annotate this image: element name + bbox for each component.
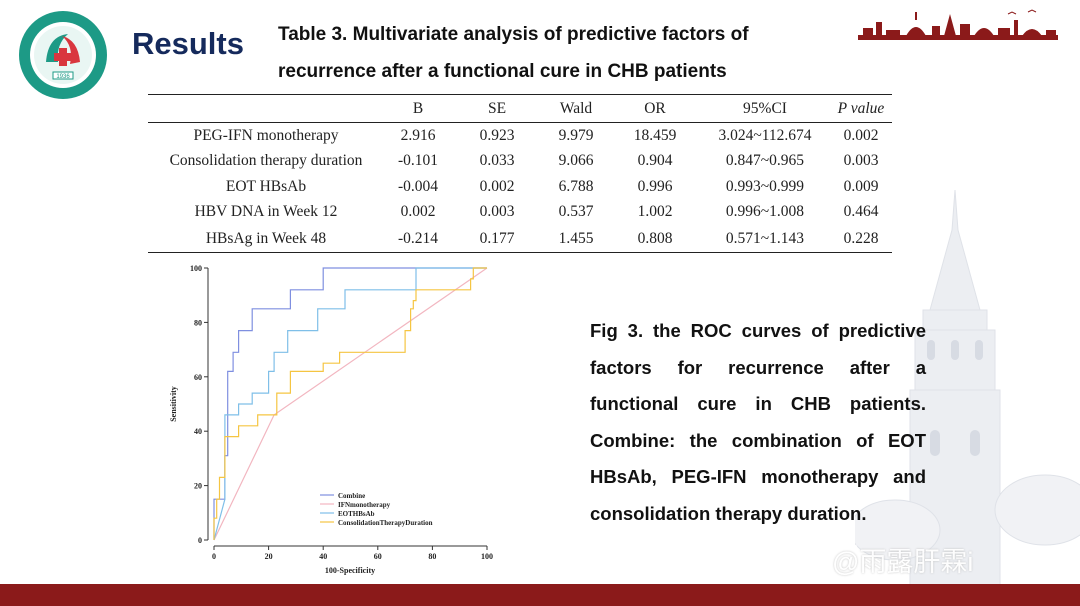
y-tick-label: 20 <box>194 482 202 491</box>
table-cell: 0.996~1.008 <box>725 203 805 221</box>
table-cell: 0.847~0.965 <box>725 152 805 170</box>
table-row: HBsAg in Week 48 -0.214 0.177 1.455 0.80… <box>148 225 892 253</box>
skyline-decoration <box>858 9 1058 40</box>
legend-label: Combine <box>338 492 365 500</box>
legend-label: IFNmonotherapy <box>338 501 391 509</box>
table-cell: 9.066 <box>558 152 594 170</box>
background-tower-illustration <box>855 190 1080 606</box>
y-tick-label: 80 <box>194 318 202 327</box>
table-cell: HBV DNA in Week 12 <box>194 203 338 221</box>
legend-label: ConsolidationTherapyDuration <box>338 519 433 527</box>
x-tick-label: 100 <box>481 552 493 561</box>
table-cell: 18.459 <box>633 126 677 144</box>
table-cell: 0.003 <box>479 203 515 221</box>
x-tick-label: 0 <box>212 552 216 561</box>
y-tick-label: 100 <box>190 264 202 273</box>
roc-legend: CombineIFNmonotherapyEOTHBsAbConsolidati… <box>320 492 433 527</box>
table-cell: 0.923 <box>479 126 515 144</box>
table-cell: 1.002 <box>637 203 673 221</box>
x-tick-label: 20 <box>265 552 273 561</box>
table-header-cell <box>148 94 384 123</box>
table-cell: 0.993~0.999 <box>725 177 805 195</box>
figure-caption: Fig 3. the ROC curves of predictive fact… <box>590 320 926 524</box>
roc-series-group <box>213 267 488 541</box>
table-cell: EOT HBsAb <box>225 177 307 195</box>
table-header-cell: 95%CI <box>700 94 830 123</box>
table-cell: 0.177 <box>452 225 542 253</box>
table-cell: 0.228 <box>830 225 892 253</box>
logo-year: 1936 <box>56 74 70 80</box>
table-caption: Table 3. Multivariate analysis of predic… <box>278 24 749 82</box>
regression-table: B SE Wald OR 95%CI P value PEG-IFN monot… <box>148 94 892 253</box>
y-tick-label: 40 <box>194 427 202 436</box>
legend-label: EOTHBsAb <box>338 510 375 518</box>
table-header-cell: OR <box>610 94 700 123</box>
hospital-logo: 1936 <box>19 11 107 99</box>
table-row: EOT HBsAb -0.004 0.002 6.788 0.996 0.993… <box>148 174 892 200</box>
table-cell: Consolidation therapy duration <box>169 152 363 170</box>
table-cell: 0.009 <box>843 177 879 195</box>
watermark-text: @雨露肝霖i <box>832 547 974 577</box>
table-row: PEG-IFN monotherapy 2.916 0.923 9.979 18… <box>148 123 892 149</box>
x-axis-label: 100-Specificity <box>325 566 375 575</box>
table-cell: 2.916 <box>400 126 436 144</box>
roc-axes: 0 20 40 60 80 100 0 20 40 60 80 100 <box>190 264 493 561</box>
table-cell: 0.464 <box>843 203 879 221</box>
table-cell: 0.808 <box>610 225 700 253</box>
table-cell: 0.002 <box>479 177 515 195</box>
table-cell: HBsAg in Week 48 <box>148 225 384 253</box>
table-cell: 0.003 <box>843 152 879 170</box>
flower-logo-icon <box>830 544 884 590</box>
x-tick-label: 40 <box>319 552 327 561</box>
footer-bar <box>0 584 1080 606</box>
roc-chart: 0 20 40 60 80 100 0 20 40 60 80 100 CombineIFNmonot… <box>169 264 493 575</box>
table-row: Consolidation therapy duration -0.101 0.… <box>148 149 892 175</box>
roc-line-eothbsab <box>213 267 487 541</box>
table-cell: -0.214 <box>384 225 452 253</box>
page-title: Results <box>132 26 244 61</box>
y-tick-label: 60 <box>194 373 202 382</box>
table-cell: 3.024~112.674 <box>718 126 812 144</box>
table-cell: 1.455 <box>542 225 610 253</box>
table-row: HBV DNA in Week 12 0.002 0.003 0.537 1.0… <box>148 200 892 226</box>
table-cell: PEG-IFN monotherapy <box>193 126 339 144</box>
table-cell: 0.904 <box>637 152 673 170</box>
table-cell: 0.033 <box>479 152 515 170</box>
y-axis-label: Sensitivity <box>169 386 178 422</box>
table-header-cell: Wald <box>542 94 610 123</box>
roc-line-consolidationtherapyduration <box>213 267 487 540</box>
table-cell: 9.979 <box>558 126 594 144</box>
table-cell: 6.788 <box>558 177 594 195</box>
table-cell: 0.002 <box>843 126 879 144</box>
table-cell: 0.002 <box>400 203 436 221</box>
x-tick-label: 60 <box>374 552 382 561</box>
table-header-cell: B <box>384 94 452 123</box>
table-cell: 0.537 <box>558 203 594 221</box>
y-tick-label: 0 <box>198 536 202 545</box>
table-header-cell: P value <box>830 94 892 123</box>
table-header-cell: SE <box>452 94 542 123</box>
table-cell: 0.571~1.143 <box>700 225 830 253</box>
table-header-row: B SE Wald OR 95%CI P value <box>148 94 892 123</box>
table-cell: -0.101 <box>397 152 439 170</box>
table-cell: 0.996 <box>637 177 673 195</box>
x-tick-label: 80 <box>428 552 436 561</box>
table-cell: -0.004 <box>397 177 439 195</box>
